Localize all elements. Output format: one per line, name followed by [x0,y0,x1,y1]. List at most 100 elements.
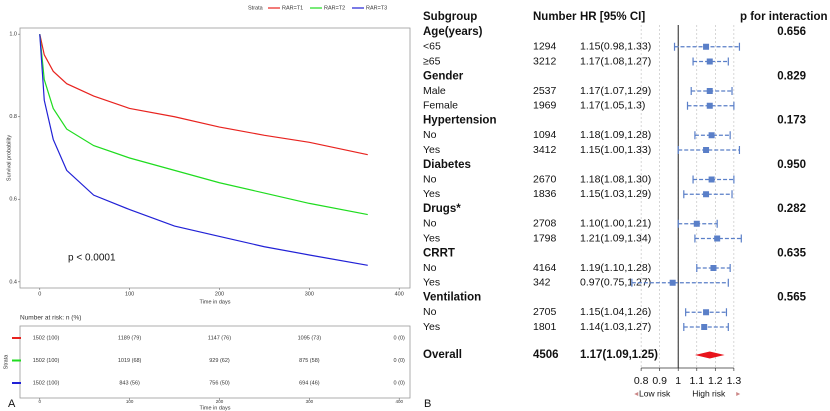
row-number: 4506 [533,349,559,361]
x-tick-label: 1 [675,375,681,387]
p-interaction: 0.950 [777,159,806,171]
risk-cell: 756 (50) [209,380,230,386]
row-number: 3212 [533,55,557,67]
row-label: No [423,306,437,318]
risk-cell: 1189 (79) [118,335,141,341]
arrow-right [736,392,741,396]
legend-label: RAR=T1 [282,5,303,11]
p-interaction: 0.282 [777,203,806,215]
row-hr: 1.10(1.00,1.21) [580,218,651,230]
x-tick-label: 0.9 [652,375,667,387]
row-hr: 1.15(1.04,1.26) [580,306,651,318]
row-number: 1969 [533,100,557,112]
row-number: 1798 [533,232,557,244]
risk-cell: 1502 (100) [33,358,60,364]
row-hr: 1.17(1.09,1.25) [580,349,658,361]
x-tick-label: 0.8 [634,375,649,387]
risk-cell: 1019 (68) [118,358,142,364]
risk-cell: 1095 (73) [298,335,322,341]
survival-curve [39,34,368,216]
row-label: Yes [423,188,440,200]
hr-point [706,102,713,109]
x-tick-label: 1.3 [727,375,742,387]
y-tick-label: 0.6 [9,197,17,203]
risk-x-tick-label: 100 [126,399,134,404]
risk-cell: 1502 (100) [33,335,60,341]
panel-label: A [8,398,16,410]
column-header: HR [95% CI] [580,11,645,23]
x-tick-label: 1.1 [689,375,704,387]
risk-cell: 0 (0) [394,358,405,364]
row-number: 2670 [533,173,557,185]
survival-curve [39,34,368,156]
row-number: 1801 [533,321,557,333]
legend-title: Strata [248,5,264,11]
risk-x-label: Time in days [200,405,231,411]
p-interaction: 0.656 [777,26,806,38]
column-header: Number [533,11,577,23]
row-number: 4164 [533,262,557,274]
row-number: 1836 [533,188,557,200]
risk-x-tick-label: 0 [39,399,42,404]
column-header: Subgroup [423,11,477,23]
hr-point [708,132,715,139]
row-hr: 1.17(1.07,1.29) [580,85,651,97]
row-label: Yes [423,232,440,244]
column-header: p for interaction [740,11,828,23]
row-label: Male [423,85,446,97]
risk-x-tick-label: 200 [216,399,224,404]
group-label: Gender [423,70,464,82]
risk-cell: 0 (0) [394,335,405,341]
risk-cell: 875 (58) [299,358,320,364]
row-hr: 1.15(0.98,1.33) [580,41,651,53]
risk-table-title: Number at risk: n (%) [20,315,81,322]
x-axis-label: Time in days [200,299,231,305]
row-number: 342 [533,277,551,289]
row-number: 2537 [533,85,557,97]
x-tick-label: 200 [215,291,224,297]
overall-diamond [694,351,725,359]
low-risk-label: Low risk [639,388,671,398]
arrow-left [634,392,639,396]
risk-cell: 1502 (100) [33,380,60,386]
row-hr: 0.97(0.75,1.27) [580,277,651,289]
row-hr: 1.15(1.03,1.29) [580,188,651,200]
x-tick-label: 1.2 [708,375,723,387]
row-hr: 1.14(1.03,1.27) [580,321,651,333]
row-number: 1094 [533,129,557,141]
high-risk-label: High risk [692,388,726,398]
hr-point [703,191,710,198]
hr-point [669,279,676,286]
x-tick-label: 100 [125,291,134,297]
row-label: No [423,173,437,185]
group-label: Drugs* [423,203,461,215]
x-tick-label: 400 [395,291,404,297]
risk-cell: 0 (0) [394,380,405,386]
risk-cell: 1147 (76) [208,335,231,341]
row-label: Yes [423,144,440,156]
y-tick-label: 0.8 [9,114,17,120]
row-label: Female [423,100,458,112]
row-label: No [423,218,437,230]
row-label: No [423,129,437,141]
p-interaction: 0.565 [777,292,806,304]
plot-frame [19,27,411,289]
hr-point [708,176,715,183]
risk-y-label: Strata [3,354,9,370]
x-tick-label: 300 [305,291,314,297]
overall-label: Overall [423,349,462,361]
row-number: 2708 [533,218,557,230]
hr-point [706,88,713,94]
hr-point [703,309,710,316]
panel-label: B [424,398,431,410]
row-label: Yes [423,321,440,333]
row-label: <65 [423,41,441,53]
group-label: CRRT [423,247,455,259]
row-hr: 1.21(1.09,1.34) [580,232,651,244]
row-label: Yes [423,277,440,289]
x-tick-label: 0 [38,291,41,297]
p-interaction: 0.173 [777,115,806,127]
p-interaction: 0.635 [777,247,806,259]
y-tick-label: 0.4 [9,279,17,285]
